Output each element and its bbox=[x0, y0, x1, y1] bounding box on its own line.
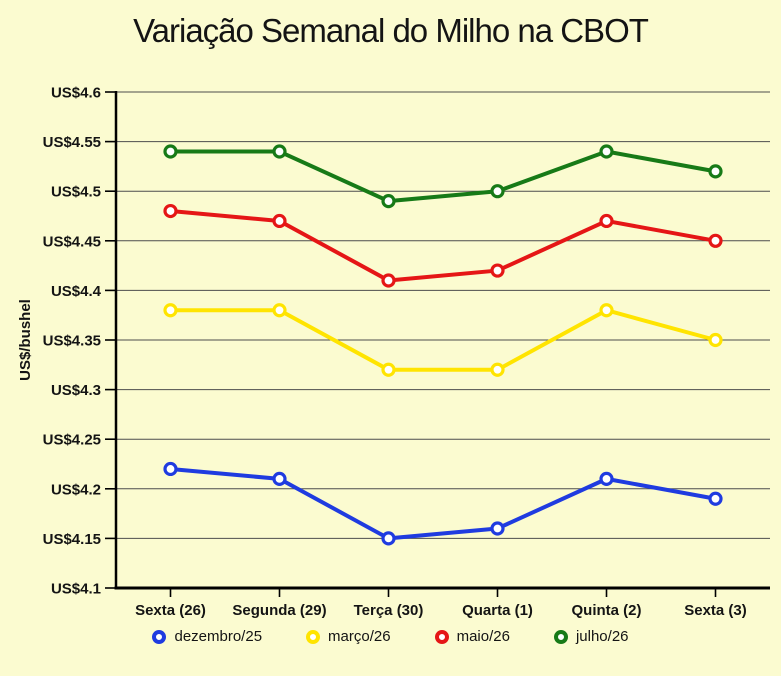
legend-item: março/26 bbox=[306, 628, 391, 645]
series-line-dezembro-25 bbox=[168, 466, 718, 541]
x-tick-label: Segunda (29) bbox=[232, 602, 326, 619]
x-tick-label: Sexta (26) bbox=[135, 602, 206, 619]
data-point-marker bbox=[708, 164, 723, 179]
data-point-marker bbox=[708, 332, 723, 348]
legend-marker-icon bbox=[152, 629, 167, 644]
y-tick-label: US$4.25 bbox=[43, 432, 101, 449]
legend-marker-icon bbox=[434, 629, 449, 644]
data-point-marker bbox=[381, 273, 396, 288]
y-tick-label: US$4.2 bbox=[51, 481, 101, 498]
y-tick-label: US$4.4 bbox=[51, 283, 102, 300]
data-point-marker bbox=[490, 184, 505, 199]
x-tick-label: Quarta (1) bbox=[462, 602, 533, 619]
data-point-marker bbox=[708, 491, 723, 506]
legend-label: dezembro/25 bbox=[174, 628, 263, 645]
data-point-marker bbox=[599, 144, 614, 159]
data-point-marker bbox=[272, 471, 287, 486]
legend-label: maio/26 bbox=[456, 628, 510, 645]
legend-label: março/26 bbox=[328, 628, 391, 645]
y-tick-label: US$4.6 bbox=[51, 85, 101, 102]
chart-legend: dezembro/25 março/26 maio/26 julho/26 bbox=[0, 628, 781, 645]
data-point-marker bbox=[490, 263, 505, 278]
data-point-marker bbox=[163, 144, 178, 159]
legend-item: dezembro/25 bbox=[152, 628, 262, 645]
data-point-marker bbox=[272, 144, 287, 159]
y-tick-label: US$4.35 bbox=[43, 333, 101, 350]
data-point-marker bbox=[599, 303, 614, 318]
legend-item: maio/26 bbox=[434, 628, 510, 645]
y-tick-label: US$4.55 bbox=[43, 134, 101, 151]
x-tick-label: Terça (30) bbox=[354, 602, 424, 619]
chart-title: Variação Semanal do Milho na CBOT bbox=[133, 12, 649, 49]
series-line-julho-26 bbox=[168, 149, 718, 204]
data-point-marker bbox=[163, 303, 178, 318]
data-point-marker bbox=[490, 521, 505, 536]
chart-svg: US$4.1 US$4.15 US$4.2 US$4.25 US$4.3 US$4.35 U… bbox=[17, 85, 770, 619]
data-point-marker bbox=[381, 194, 396, 209]
data-point-marker bbox=[599, 213, 614, 229]
legend-marker-icon bbox=[306, 629, 321, 644]
y-axis-title: US$/bushel bbox=[17, 299, 34, 381]
y-tick-label: US$4.5 bbox=[51, 184, 101, 201]
y-tick-label: US$4.45 bbox=[43, 233, 101, 250]
page: { "page": { "background_color": "#FBFBD0… bbox=[0, 10, 781, 676]
data-point-marker bbox=[381, 362, 396, 377]
data-point-marker bbox=[490, 362, 505, 377]
legend-label: julho/26 bbox=[575, 628, 629, 645]
data-point-marker bbox=[381, 531, 396, 546]
x-tick-label: Sexta (3) bbox=[684, 602, 747, 619]
y-tick-label: US$4.1 bbox=[51, 581, 101, 598]
x-tick-label: Quinta (2) bbox=[572, 602, 642, 619]
series-line-mar-o-26 bbox=[168, 308, 718, 372]
legend-marker-icon bbox=[553, 629, 568, 644]
data-point-marker bbox=[272, 213, 287, 229]
data-point-marker bbox=[708, 233, 723, 248]
series-line-maio-26 bbox=[168, 209, 718, 283]
data-point-marker bbox=[599, 471, 614, 486]
y-tick-label: US$4.3 bbox=[51, 382, 101, 399]
data-point-marker bbox=[163, 461, 178, 477]
data-point-marker bbox=[163, 203, 178, 219]
data-point-marker bbox=[272, 303, 287, 318]
legend-item: julho/26 bbox=[553, 628, 629, 645]
y-tick-label: US$4.15 bbox=[43, 531, 101, 548]
